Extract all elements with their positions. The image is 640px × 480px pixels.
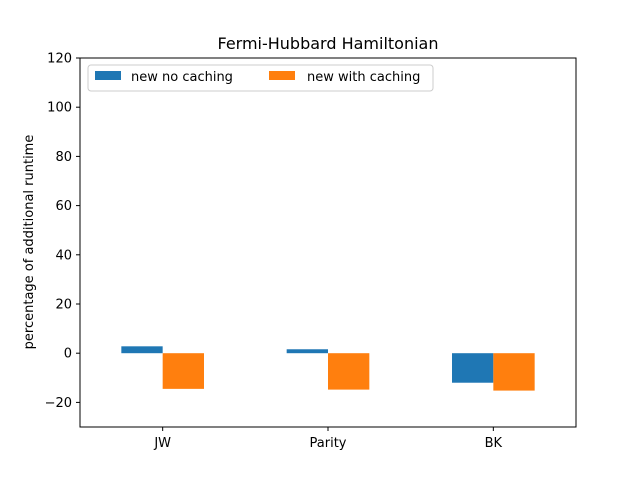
x-tick-label: JW: [153, 436, 171, 451]
bar-parity-series-1: [286, 349, 328, 354]
bar-jw-series-2: [162, 353, 204, 389]
y-tick-label: 0: [64, 347, 72, 362]
bar-bk-series-1: [452, 353, 494, 383]
y-tick-label: 60: [55, 199, 72, 214]
y-tick-label: 120: [47, 52, 72, 67]
bar-parity-series-2: [328, 353, 370, 390]
y-tick-label: 20: [55, 298, 72, 313]
chart-title: Fermi-Hubbard Hamiltonian: [217, 34, 438, 53]
plot-area: −20 0 20 40 60 80 100 120 JW Parity BK: [45, 52, 577, 451]
y-tick-label: 40: [55, 248, 72, 263]
y-tick-label: −20: [45, 396, 72, 411]
x-tick-label: Parity: [310, 436, 347, 451]
y-tick-label: 100: [47, 101, 72, 116]
legend-box: [87, 64, 434, 92]
legend-label-series-2: new with caching: [307, 70, 420, 85]
legend: new no caching new with caching: [87, 64, 434, 92]
y-axis-label: percentage of additional runtime: [22, 135, 37, 350]
bar-bk-series-2: [493, 353, 535, 391]
legend-swatch-series-1: [95, 71, 121, 80]
x-tick-label: BK: [485, 436, 503, 451]
bar-jw-series-1: [121, 346, 163, 354]
y-tick-label: 80: [55, 150, 72, 165]
legend-label-series-1: new no caching: [131, 70, 233, 85]
legend-swatch-series-2: [269, 71, 295, 80]
